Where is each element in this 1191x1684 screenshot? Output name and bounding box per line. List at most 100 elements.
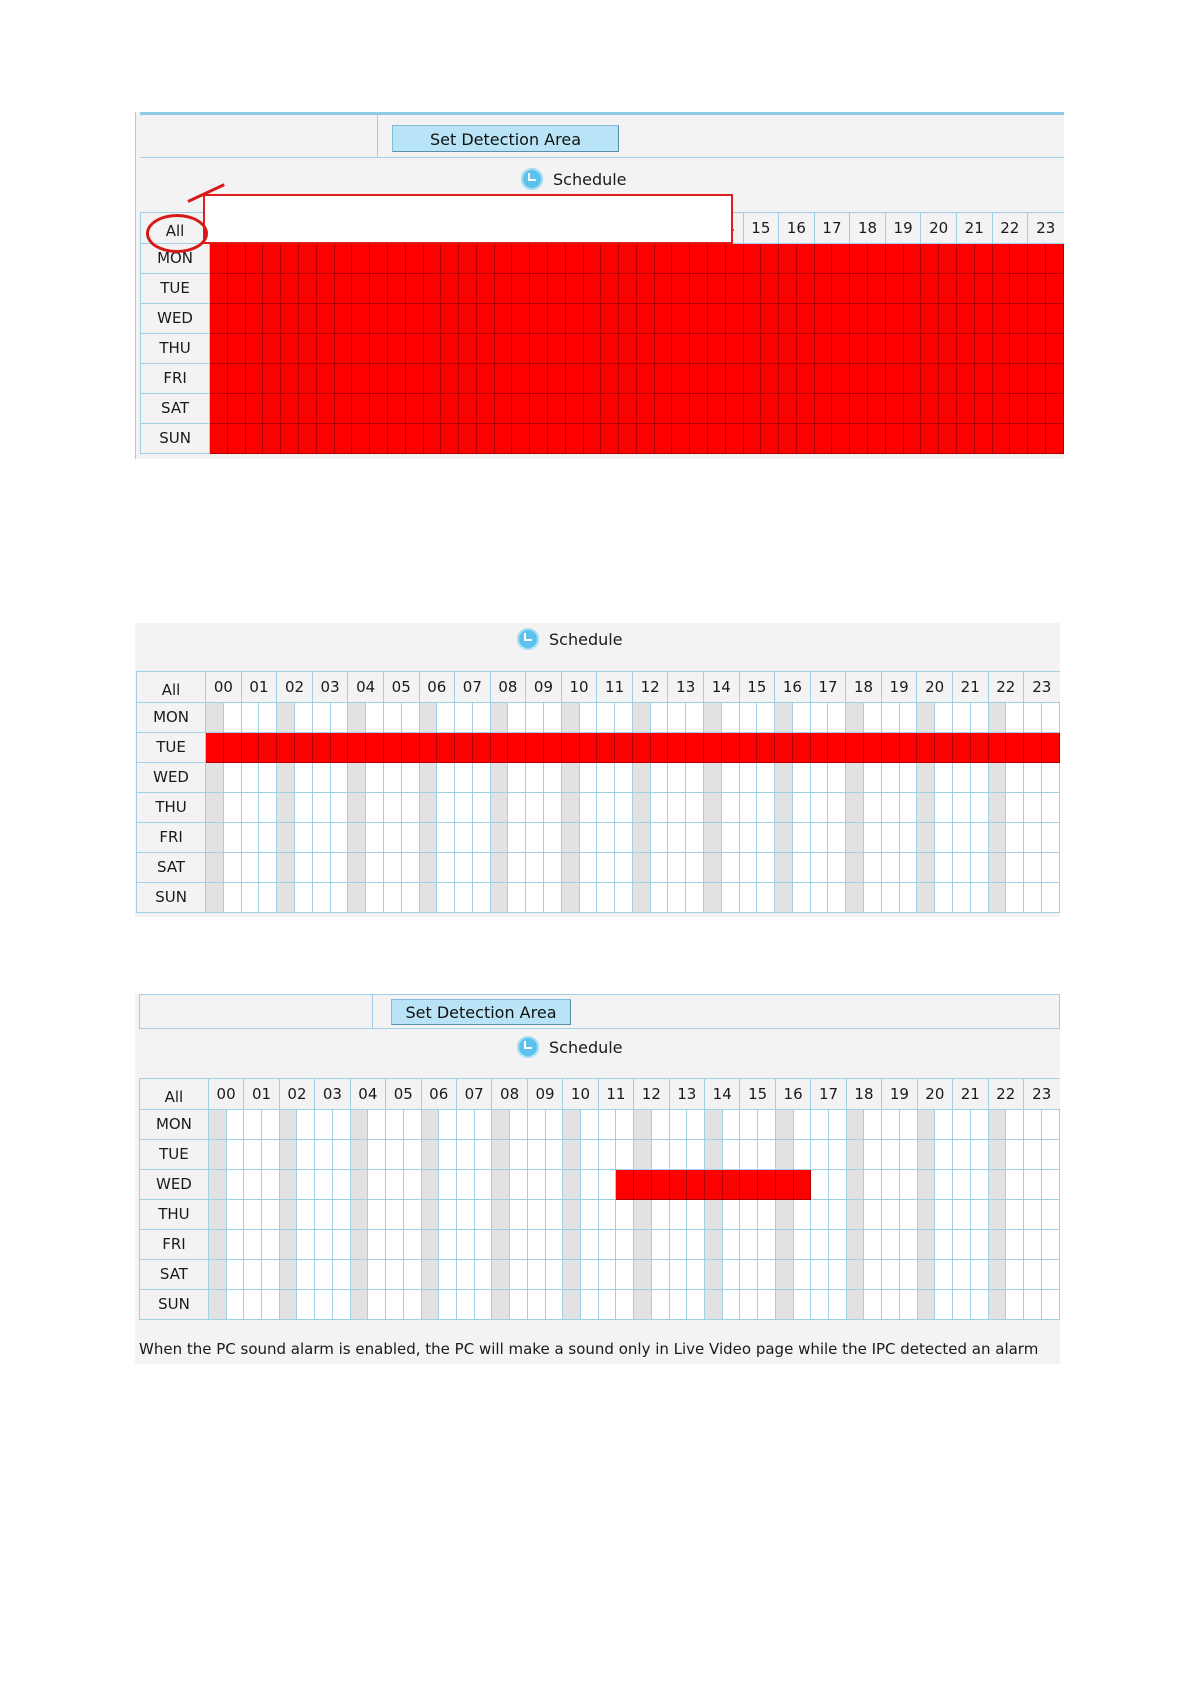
time-slot[interactable] [438, 1169, 457, 1200]
time-slot[interactable] [934, 702, 953, 733]
time-slot[interactable] [493, 303, 513, 334]
time-slot[interactable] [742, 393, 762, 424]
time-slot[interactable] [884, 243, 904, 274]
time-slot[interactable] [934, 822, 953, 853]
hour-header[interactable]: 10 [562, 1078, 599, 1110]
time-slot[interactable] [471, 822, 491, 853]
time-slot[interactable] [845, 852, 865, 883]
time-slot[interactable] [955, 423, 975, 454]
time-slot[interactable] [756, 732, 776, 763]
time-slot[interactable] [507, 882, 527, 913]
time-slot[interactable] [916, 762, 936, 793]
time-slot[interactable] [560, 762, 580, 793]
time-slot[interactable] [579, 1139, 599, 1170]
time-slot[interactable] [863, 1169, 883, 1200]
time-slot[interactable] [294, 762, 313, 793]
time-slot[interactable] [207, 1109, 227, 1140]
time-slot[interactable] [329, 852, 349, 883]
time-slot[interactable] [280, 273, 300, 304]
time-slot[interactable] [920, 333, 940, 364]
day-label-cell[interactable]: THU [135, 792, 207, 823]
time-slot[interactable] [511, 333, 531, 364]
time-slot[interactable] [1005, 702, 1025, 733]
time-slot[interactable] [473, 1229, 493, 1260]
time-slot[interactable] [884, 333, 904, 364]
time-slot[interactable] [1022, 1169, 1042, 1200]
time-slot[interactable] [1040, 1169, 1061, 1200]
time-slot[interactable] [884, 273, 904, 304]
time-slot[interactable] [987, 762, 1007, 793]
time-slot[interactable] [955, 393, 975, 424]
time-slot[interactable] [884, 423, 904, 454]
hour-header[interactable]: 01 [243, 1078, 280, 1110]
hour-header[interactable]: 08 [491, 1078, 528, 1110]
time-slot[interactable] [631, 732, 651, 763]
time-slot[interactable] [491, 1289, 511, 1320]
time-slot[interactable] [509, 1109, 528, 1140]
time-slot[interactable] [280, 303, 300, 334]
time-slot[interactable] [546, 243, 566, 274]
time-slot[interactable] [560, 702, 580, 733]
time-slot[interactable] [436, 792, 456, 823]
time-slot[interactable] [849, 303, 869, 334]
time-slot[interactable] [884, 303, 904, 334]
time-slot[interactable] [867, 243, 886, 274]
time-slot[interactable] [863, 822, 882, 853]
time-slot[interactable] [400, 702, 420, 733]
time-slot[interactable] [778, 243, 797, 274]
time-slot[interactable] [756, 822, 776, 853]
time-slot[interactable] [845, 792, 865, 823]
time-slot[interactable] [792, 1229, 812, 1260]
time-slot[interactable] [1023, 732, 1042, 763]
time-slot[interactable] [243, 1259, 263, 1290]
time-slot[interactable] [1040, 882, 1061, 913]
time-slot[interactable] [347, 702, 367, 733]
time-slot[interactable] [615, 1259, 635, 1290]
time-slot[interactable] [792, 1289, 812, 1320]
time-slot[interactable] [209, 393, 228, 424]
time-slot[interactable] [614, 702, 633, 733]
time-slot[interactable] [809, 762, 829, 793]
hour-header[interactable]: 00 [207, 1078, 244, 1110]
time-slot[interactable] [813, 333, 833, 364]
time-slot[interactable] [258, 792, 278, 823]
time-slot[interactable] [1044, 363, 1065, 394]
time-slot[interactable] [209, 243, 228, 274]
time-slot[interactable] [1044, 303, 1065, 334]
time-slot[interactable] [867, 363, 886, 394]
time-slot[interactable] [724, 363, 744, 394]
time-slot[interactable] [473, 1289, 493, 1320]
time-slot[interactable] [650, 1259, 670, 1290]
time-slot[interactable] [902, 363, 922, 394]
time-slot[interactable] [258, 852, 278, 883]
time-slot[interactable] [810, 1289, 830, 1320]
time-slot[interactable] [791, 732, 811, 763]
time-slot[interactable] [276, 792, 296, 823]
time-slot[interactable] [667, 822, 687, 853]
time-slot[interactable] [1040, 822, 1061, 853]
time-slot[interactable] [438, 1259, 457, 1290]
time-slot[interactable] [614, 732, 633, 763]
time-slot[interactable] [418, 792, 438, 823]
time-slot[interactable] [760, 393, 780, 424]
time-slot[interactable] [689, 303, 708, 334]
time-slot[interactable] [686, 1139, 705, 1170]
select-all-cell[interactable]: All [135, 671, 207, 703]
time-slot[interactable] [615, 1199, 635, 1230]
time-slot[interactable] [365, 792, 384, 823]
time-slot[interactable] [795, 393, 815, 424]
time-slot[interactable] [207, 1199, 227, 1230]
time-slot[interactable] [742, 363, 762, 394]
time-slot[interactable] [596, 792, 616, 823]
time-slot[interactable] [1022, 1139, 1042, 1170]
time-slot[interactable] [881, 1169, 900, 1200]
time-slot[interactable] [529, 243, 548, 274]
time-slot[interactable] [969, 1259, 989, 1290]
time-slot[interactable] [596, 732, 616, 763]
time-slot[interactable] [365, 822, 384, 853]
hour-header[interactable]: 16 [774, 1078, 811, 1110]
time-slot[interactable] [849, 333, 869, 364]
time-slot[interactable] [845, 1199, 865, 1230]
time-slot[interactable] [1005, 1139, 1024, 1170]
time-slot[interactable] [685, 702, 704, 733]
